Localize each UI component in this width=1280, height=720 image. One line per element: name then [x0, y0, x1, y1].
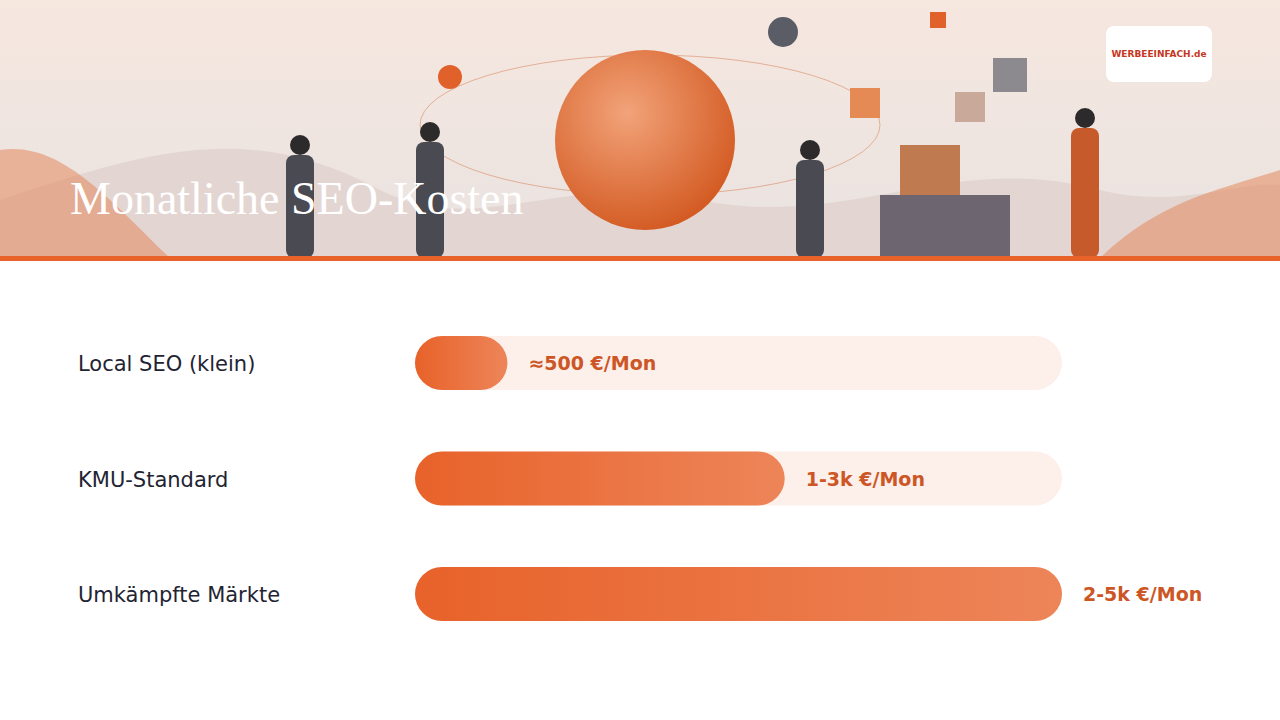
sphere — [555, 50, 735, 230]
person — [796, 160, 824, 258]
page: WERBEEINFACH.de Monatliche SEO-Kosten Loca… — [0, 0, 1280, 720]
person — [800, 140, 820, 160]
banner-rule — [0, 256, 1280, 261]
bar-track — [415, 452, 1062, 506]
logo-box — [1106, 26, 1212, 82]
person — [1075, 108, 1095, 128]
data-label: ≈500 €/Mon — [528, 352, 656, 374]
cube — [850, 88, 880, 118]
tracks — [415, 336, 1062, 621]
person — [420, 122, 440, 142]
banner-background — [0, 0, 1280, 258]
cube — [993, 58, 1027, 92]
title: Monatliche SEO-Kosten — [70, 173, 524, 224]
banner-hill-right — [1100, 170, 1280, 258]
bars — [415, 336, 1062, 621]
data-label: 2-5k €/Mon — [1083, 583, 1202, 605]
bar-track — [415, 336, 1062, 390]
ball — [768, 17, 798, 47]
person — [290, 135, 310, 155]
category-label: Local SEO (klein) — [78, 352, 255, 376]
cube — [955, 92, 985, 122]
cube — [880, 195, 1010, 260]
ball — [438, 65, 462, 89]
data-label: 1-3k €/Mon — [806, 468, 925, 490]
bar — [415, 567, 1062, 621]
bar — [415, 452, 785, 506]
category-label: KMU-Standard — [78, 468, 228, 492]
banner — [0, 0, 1280, 260]
cube — [930, 12, 946, 28]
labels: Local SEO (klein) ≈500 €/Mon KMU-Standard 1… — [78, 352, 1202, 607]
bar — [415, 336, 507, 390]
category-label: Umkämpfte Märkte — [78, 583, 280, 607]
person — [1071, 128, 1099, 258]
bar-track — [415, 567, 1062, 621]
logo: WERBEEINFACH.de — [1111, 49, 1206, 59]
chart: WERBEEINFACH.de Monatliche SEO-Kosten Loca… — [0, 0, 1280, 720]
